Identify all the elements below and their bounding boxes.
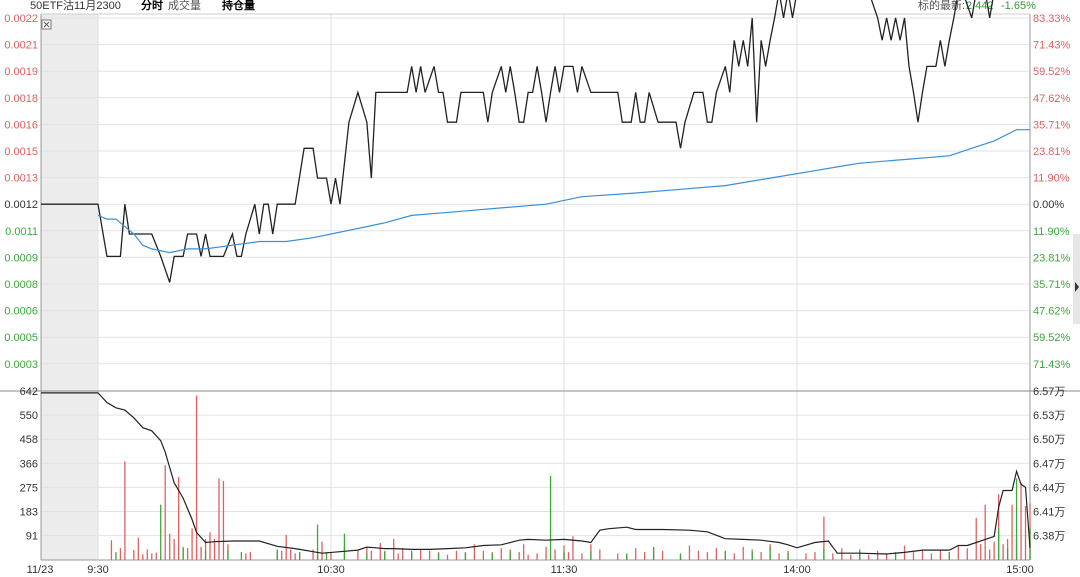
price-tick-label: 0.0008 bbox=[4, 279, 38, 291]
oi-tick-label: 6.44万 bbox=[1033, 482, 1065, 494]
pct-tick-label: 35.71% bbox=[1033, 119, 1071, 131]
volume-tick-label: 275 bbox=[20, 482, 38, 494]
price-tick-label: 0.0011 bbox=[5, 226, 38, 238]
chart-header: 50ETF沽11月2300 分时 成交量 持仓量 标的最新: 2.442 -1.… bbox=[0, 0, 1080, 14]
time-label: 14:00 bbox=[783, 564, 811, 576]
pct-tick-label: 11.90% bbox=[1033, 226, 1070, 238]
oi-tick-label: 6.41万 bbox=[1033, 507, 1065, 519]
price-line bbox=[41, 0, 994, 283]
volume-tick-label: 183 bbox=[20, 507, 38, 519]
premarket-shade bbox=[41, 14, 98, 560]
tab-volume[interactable]: 成交量 bbox=[168, 0, 201, 12]
time-label: 9:30 bbox=[87, 564, 108, 576]
oi-tick-label: 6.38万 bbox=[1033, 531, 1065, 543]
series-lines bbox=[41, 0, 1031, 555]
price-tick-label: 0.0003 bbox=[4, 359, 38, 371]
volume-tick-label: 366 bbox=[20, 458, 38, 470]
time-label: 10:30 bbox=[317, 564, 345, 576]
pct-tick-label: 23.81% bbox=[1033, 146, 1071, 158]
pct-tick-label: 47.62% bbox=[1033, 306, 1071, 318]
pct-tick-label: 23.81% bbox=[1033, 252, 1071, 264]
volume-tick-label: 642 bbox=[20, 386, 38, 398]
tab-open-interest[interactable]: 持仓量 bbox=[222, 0, 255, 12]
tab-fenshi[interactable]: 分时 bbox=[141, 0, 163, 12]
expand-handle-icon[interactable] bbox=[1073, 234, 1080, 324]
contract-title: 50ETF沽11月2300 bbox=[30, 0, 121, 12]
average-price-line bbox=[97, 129, 1030, 254]
oi-tick-label: 6.50万 bbox=[1033, 434, 1065, 446]
volume-tick-label: 458 bbox=[20, 434, 38, 446]
pct-tick-label: 11.90% bbox=[1033, 173, 1070, 185]
price-tick-label: 0.0009 bbox=[4, 252, 38, 264]
underlying-change: -1.65% bbox=[1001, 0, 1036, 12]
time-axis-labels: 11/23 9:30 10:30 11:30 14:00 15:00 bbox=[27, 564, 1034, 576]
axes bbox=[0, 13, 1080, 561]
grid-lines bbox=[41, 14, 1030, 560]
price-tick-label: 0.0022 bbox=[4, 13, 38, 25]
pct-tick-label: 0.00% bbox=[1033, 199, 1064, 211]
pct-tick-label: 71.43% bbox=[1033, 359, 1071, 371]
open-interest-line bbox=[41, 392, 1031, 555]
price-tick-label: 0.0012 bbox=[4, 199, 38, 211]
time-label: 11/23 bbox=[27, 564, 54, 576]
price-tick-label: 0.0018 bbox=[4, 93, 38, 105]
price-axis-labels: 0.0022 83.33% 0.0021 71.43% 0.0019 59.52% 0.00… bbox=[4, 13, 1070, 543]
pct-tick-label: 59.52% bbox=[1033, 66, 1071, 78]
price-tick-label: 0.0013 bbox=[4, 173, 38, 185]
pct-tick-label: 83.33% bbox=[1033, 13, 1071, 25]
oi-tick-label: 6.53万 bbox=[1033, 410, 1065, 422]
pct-tick-label: 71.43% bbox=[1033, 40, 1071, 52]
pct-tick-label: 35.71% bbox=[1033, 279, 1071, 291]
time-label: 11:30 bbox=[551, 564, 578, 576]
time-label: 15:00 bbox=[1006, 564, 1034, 576]
oi-tick-label: 6.47万 bbox=[1033, 458, 1065, 470]
price-tick-label: 0.0015 bbox=[4, 146, 38, 158]
price-tick-label: 0.0005 bbox=[4, 332, 38, 344]
price-tick-label: 0.0006 bbox=[4, 306, 38, 318]
pct-tick-label: 47.62% bbox=[1033, 93, 1071, 105]
close-icon[interactable] bbox=[41, 19, 52, 30]
volume-tick-label: 91 bbox=[26, 531, 38, 543]
price-tick-label: 0.0019 bbox=[4, 66, 38, 78]
oi-tick-label: 6.57万 bbox=[1033, 386, 1065, 398]
pct-tick-label: 59.52% bbox=[1033, 332, 1071, 344]
price-tick-label: 0.0016 bbox=[4, 119, 38, 131]
underlying-label: 标的最新: bbox=[918, 0, 966, 12]
volume-tick-label: 550 bbox=[20, 410, 38, 422]
price-tick-label: 0.0021 bbox=[4, 40, 38, 52]
